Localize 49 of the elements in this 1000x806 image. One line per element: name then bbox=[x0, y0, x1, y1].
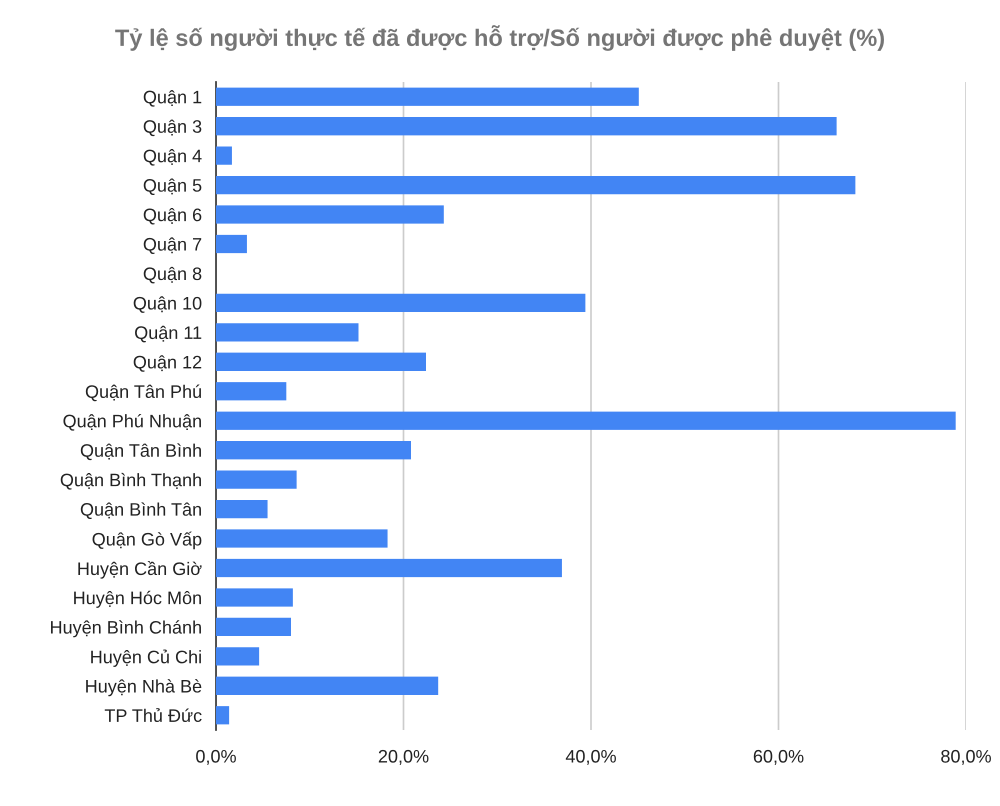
y-tick-label: Huyện Hóc Môn bbox=[74, 590, 201, 608]
y-tick-label: Huyện Nhà Bè bbox=[86, 679, 202, 696]
bar bbox=[216, 176, 856, 194]
y-tick-label: Quận Tân Bình bbox=[80, 443, 201, 460]
y-tick-label: Quận Gò Vấp bbox=[92, 532, 202, 550]
bar bbox=[216, 647, 260, 666]
y-tick-label: Quận 8 bbox=[144, 266, 202, 284]
y-tick-label: Quận 10 bbox=[134, 296, 202, 313]
bar bbox=[216, 323, 358, 342]
x-tick-label: 20,0% bbox=[378, 750, 428, 765]
x-tick-label: 80,0% bbox=[941, 750, 991, 765]
y-tick-label: Quận 4 bbox=[144, 149, 202, 166]
y-tick-label: Quận 5 bbox=[144, 178, 202, 196]
bar bbox=[216, 676, 438, 695]
y-tick-label: Huyện Cần Giờ bbox=[78, 561, 202, 579]
bar bbox=[216, 529, 388, 548]
chart-title: Tỷ lệ số người thực tế đã được hỗ trợ/Số người được phê duyệt (%) bbox=[115, 25, 884, 51]
y-tick-label: Quận 7 bbox=[144, 237, 202, 254]
y-tick-label: Quận Bình Thạnh bbox=[60, 472, 201, 490]
y-tick-label: Quận Bình Tân bbox=[80, 502, 201, 520]
x-tick-label: 40,0% bbox=[566, 750, 616, 765]
x-tick-label: 60,0% bbox=[754, 750, 804, 765]
bar bbox=[216, 88, 639, 106]
bar bbox=[216, 412, 956, 430]
bar bbox=[216, 382, 286, 400]
bar bbox=[216, 558, 562, 578]
bar bbox=[216, 352, 426, 371]
y-tick-label: Huyện Bình Chánh bbox=[51, 620, 201, 638]
x-tick-label: 0,0% bbox=[196, 750, 236, 765]
y-tick-label: Quận 3 bbox=[144, 120, 202, 136]
bar bbox=[216, 618, 291, 636]
y-tick-label: Huyện Củ Chi bbox=[91, 650, 201, 667]
bar bbox=[216, 470, 297, 489]
y-tick-label: Quận 11 bbox=[135, 326, 202, 342]
y-tick-label: Quận Phú Nhuận bbox=[63, 414, 201, 431]
bar bbox=[216, 205, 444, 224]
bar bbox=[216, 441, 411, 460]
bar bbox=[216, 500, 268, 518]
y-tick-label: Quận 12 bbox=[134, 355, 202, 372]
bar bbox=[216, 117, 837, 136]
y-tick-label: Quận 6 bbox=[144, 208, 202, 224]
bar bbox=[216, 706, 230, 724]
y-tick-label: TP Thủ Đức bbox=[104, 708, 202, 722]
bar bbox=[216, 294, 586, 312]
bar bbox=[216, 146, 232, 165]
y-tick-label: Quận Tân Phú bbox=[86, 384, 201, 402]
bar bbox=[216, 234, 247, 254]
bar bbox=[216, 588, 293, 607]
y-tick-label: Quận 1 bbox=[144, 90, 202, 107]
